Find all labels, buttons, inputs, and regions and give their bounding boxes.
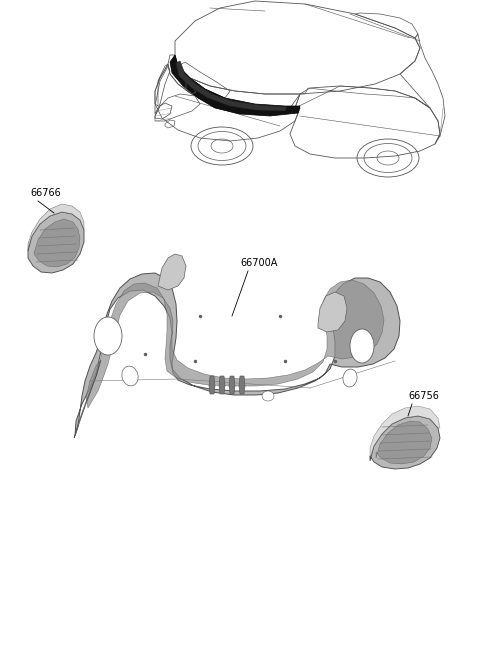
Text: 66766: 66766 [30,188,61,198]
Polygon shape [318,292,347,332]
Polygon shape [370,416,440,469]
Polygon shape [370,406,440,458]
Ellipse shape [94,317,122,355]
Polygon shape [158,254,186,290]
Polygon shape [239,376,245,394]
Polygon shape [170,55,300,116]
Polygon shape [28,212,84,273]
Polygon shape [219,376,225,394]
Polygon shape [75,273,400,436]
Ellipse shape [350,329,374,363]
Polygon shape [34,219,80,267]
Polygon shape [28,204,84,251]
Text: 66756: 66756 [408,391,439,401]
Text: 66700A: 66700A [240,258,277,268]
Polygon shape [229,376,235,394]
Polygon shape [176,61,287,111]
Ellipse shape [122,366,138,386]
Polygon shape [74,360,101,438]
Polygon shape [376,421,432,464]
Ellipse shape [262,391,274,401]
Ellipse shape [343,369,357,387]
Polygon shape [86,280,384,408]
Polygon shape [209,376,215,394]
